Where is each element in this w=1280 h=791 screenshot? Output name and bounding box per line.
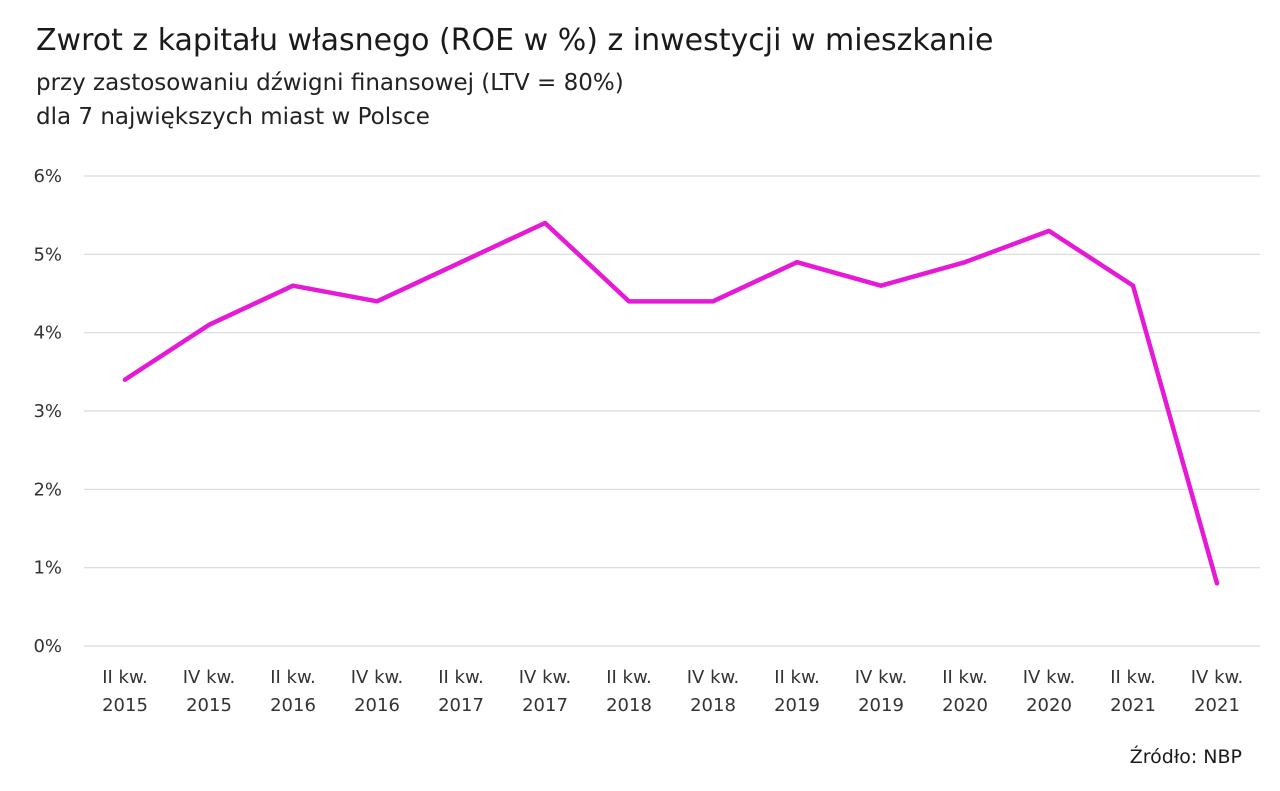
x-axis-tick-labels: II kw. 2015 IV kw. 2015 II kw. 2016 IV kw. 2016…	[102, 667, 1243, 716]
data-point	[375, 299, 379, 304]
data-point	[543, 221, 547, 225]
series-line	[122, 220, 1220, 586]
data-point	[123, 377, 127, 382]
x-tick-label: IV kw. 2015	[183, 667, 236, 716]
gridlines	[84, 175, 1260, 647]
chart-title: Zwrot z kapitału własnego (ROE w %) z in…	[36, 23, 994, 58]
y-tick-label: 3%	[33, 401, 62, 422]
data-point	[291, 283, 295, 288]
series-layer	[122, 220, 1220, 586]
x-tick-label: II kw. 2021	[1110, 667, 1156, 716]
data-point	[459, 260, 463, 265]
x-tick-label: IV kw. 2020	[1023, 667, 1076, 716]
data-point	[1131, 283, 1135, 288]
chart-subtitle-line-1: przy zastosowaniu dźwigni finansowej (LT…	[36, 70, 624, 96]
y-tick-label: 4%	[33, 323, 62, 344]
data-point	[1215, 581, 1219, 586]
x-tick-label: IV kw. 2019	[855, 667, 908, 716]
data-point	[1047, 228, 1051, 233]
x-tick-label: II kw. 2016	[270, 667, 316, 716]
source-note: Źródło: NBP	[1129, 746, 1242, 768]
y-axis-tick-labels: 0% 1% 2% 3% 4% 5% 6%	[33, 166, 62, 657]
x-tick-label: II kw. 2018	[606, 667, 652, 716]
data-point	[627, 299, 631, 304]
x-tick-label: II kw. 2020	[942, 667, 988, 716]
y-tick-label: 5%	[33, 244, 62, 265]
data-point	[795, 260, 799, 265]
y-tick-label: 6%	[33, 166, 62, 187]
x-tick-label: IV kw. 2016	[351, 667, 404, 716]
data-point	[711, 299, 715, 304]
y-tick-label: 2%	[33, 479, 62, 500]
x-tick-label: II kw. 2019	[774, 667, 820, 716]
x-tick-label: II kw. 2017	[438, 667, 484, 716]
y-tick-label: 1%	[33, 558, 62, 579]
y-tick-label: 0%	[33, 636, 62, 657]
x-tick-label: IV kw. 2018	[687, 667, 740, 716]
chart-subtitle-line-2: dla 7 największych miast w Polsce	[36, 104, 430, 130]
data-point	[207, 322, 211, 327]
x-tick-label: II kw. 2015	[102, 667, 148, 716]
x-tick-label: IV kw. 2021	[1191, 667, 1244, 716]
data-point	[963, 260, 967, 265]
x-tick-label: IV kw. 2017	[519, 667, 572, 716]
data-point	[879, 283, 883, 288]
